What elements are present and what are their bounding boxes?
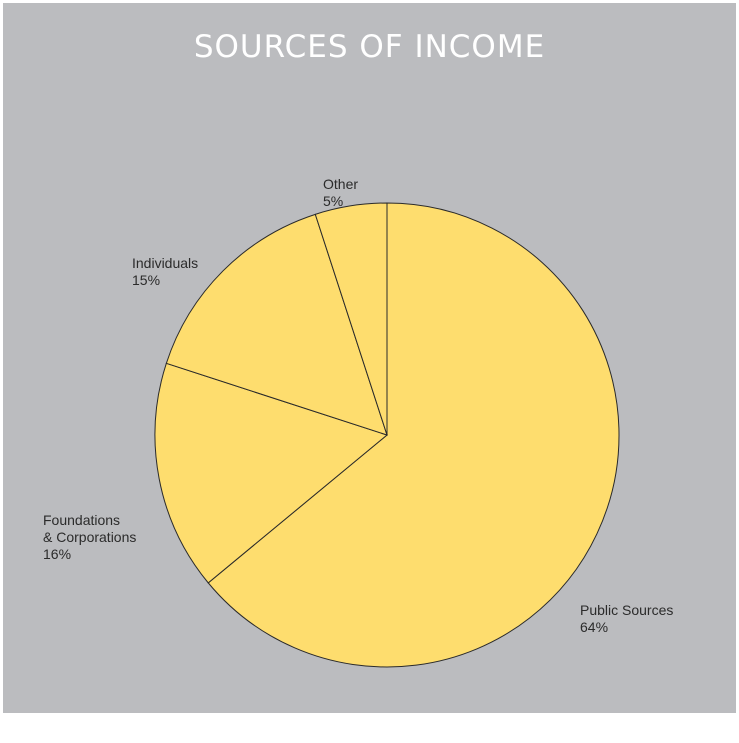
slice-value-label: 64%	[580, 619, 608, 635]
slice-value-label: 15%	[132, 272, 160, 288]
slice-name-label: Other	[323, 176, 358, 192]
chart-panel: SOURCES OF INCOME Public Sources 64% Found…	[3, 3, 736, 713]
slice-name-label: & Corporations	[43, 529, 136, 545]
slice-value-label: 5%	[323, 193, 343, 209]
chart-title: SOURCES OF INCOME	[193, 29, 546, 65]
slice-name-label: Individuals	[132, 255, 198, 271]
pie-slice-other	[314, 202, 388, 436]
pie-slice-individuals	[165, 213, 388, 436]
pie-slice-foundations-corporations	[154, 362, 389, 584]
slice-value-label: 16%	[43, 546, 71, 562]
slice-name-label: Public Sources	[580, 602, 673, 618]
pie-slice-public-sources	[207, 202, 620, 668]
slice-name-label: Foundations	[43, 512, 120, 528]
